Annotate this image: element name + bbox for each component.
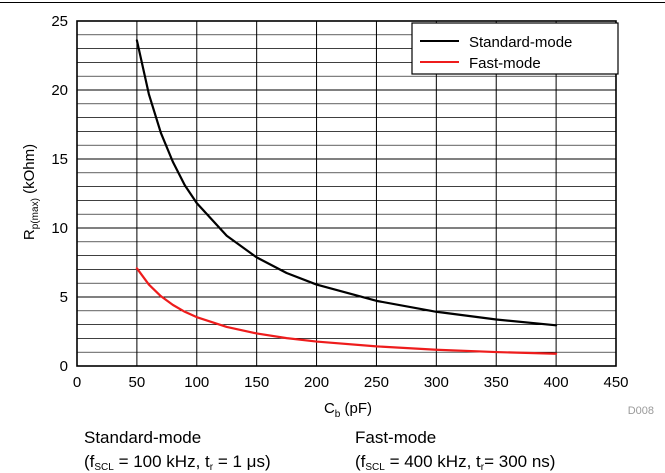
y-tick-label: 20 (51, 82, 68, 99)
x-tick-label: 350 (484, 374, 509, 391)
tick-labels: 0 50 100 150 200 250 300 350 400 450 0 5 10 15 20 25 (51, 13, 628, 391)
y-tick-label: 15 (51, 151, 68, 168)
y-tick-label: 25 (51, 13, 68, 30)
caption-fast-mode-title: Fast-mode (355, 428, 437, 447)
legend-label-fast-mode: Fast-mode (469, 55, 541, 72)
x-tick-label: 200 (304, 374, 329, 391)
x-tick-label: 0 (73, 374, 81, 391)
grid (76, 20, 617, 367)
x-tick-label: 300 (424, 374, 449, 391)
y-axis-title: Rp(max) (kOhm) (21, 144, 41, 240)
figure-id: D008 (628, 405, 654, 417)
x-tick-label: 150 (244, 374, 269, 391)
caption-standard-mode-title: Standard-mode (84, 428, 202, 447)
x-tick-label: 250 (364, 374, 389, 391)
x-tick-label: 50 (129, 374, 146, 391)
top-rule (0, 2, 665, 3)
x-tick-label: 450 (603, 374, 628, 391)
caption-fast-mode-conditions: (fSCL = 400 kHz, tr= 300 ns) (355, 452, 556, 473)
series-line-standard-mode (135, 39, 558, 327)
legend-box (411, 22, 619, 75)
x-tick-label: 100 (184, 374, 209, 391)
resistance-vs-capacitance-chart: 0 50 100 150 200 250 300 350 400 450 0 5 10 15 20 25 Cb… (21, 13, 654, 420)
caption-standard-mode-conditions: (fSCL = 100 kHz, tr = 1 μs) (84, 452, 271, 473)
series-lines (135, 39, 558, 355)
legend: Standard-mode Fast-mode (411, 22, 619, 75)
y-tick-label: 5 (60, 289, 68, 306)
series-line-fast-mode (135, 267, 558, 355)
legend-label-standard-mode: Standard-mode (469, 34, 572, 51)
y-tick-label: 0 (60, 358, 68, 375)
y-tick-label: 10 (51, 220, 68, 237)
x-axis-title: Cb (pF) (324, 400, 372, 420)
plot-frame (76, 20, 617, 367)
x-tick-label: 400 (544, 374, 569, 391)
